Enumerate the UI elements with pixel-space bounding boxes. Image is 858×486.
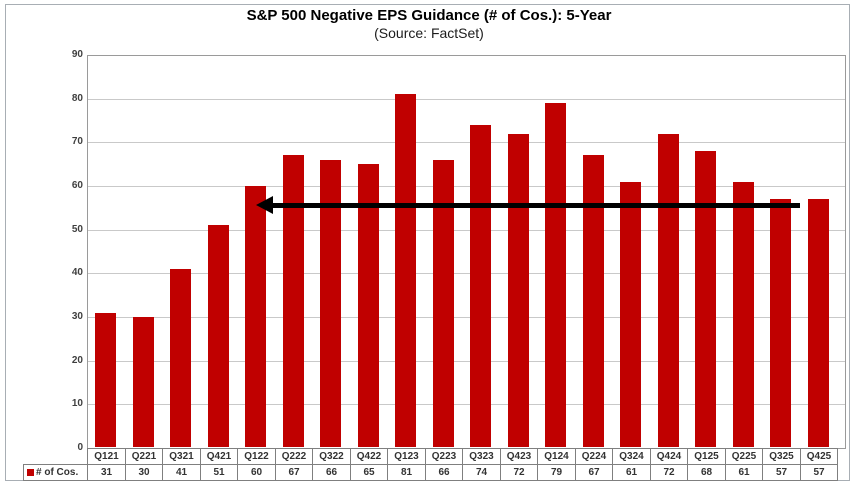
bar-Q121 <box>95 313 116 447</box>
x-label-cell-Q223: Q223 <box>425 448 463 465</box>
legend-series-swatch-icon <box>27 469 34 476</box>
value-cell-Q121: 31 <box>87 464 126 481</box>
x-label-cell-Q325: Q325 <box>762 448 801 465</box>
x-label-cell-Q122: Q122 <box>237 448 276 465</box>
x-label-cell-Q124: Q124 <box>537 448 576 465</box>
x-label-cell-Q323: Q323 <box>462 448 501 465</box>
bar-Q425 <box>808 199 829 447</box>
value-cell-Q222: 67 <box>275 464 313 481</box>
bar-Q324 <box>620 182 641 447</box>
value-cell-Q225: 61 <box>725 464 763 481</box>
plot-area <box>87 55 846 449</box>
value-cell-Q424: 72 <box>650 464 688 481</box>
bar-Q122 <box>245 186 266 447</box>
y-axis-label: 20 <box>71 355 83 366</box>
x-label-cell-Q421: Q421 <box>200 448 238 465</box>
value-cell-Q321: 41 <box>162 464 201 481</box>
bar-Q322 <box>320 160 341 447</box>
gridline <box>88 230 845 231</box>
bar-Q124 <box>545 103 566 447</box>
value-cell-Q223: 66 <box>425 464 463 481</box>
y-axis-label: 40 <box>71 267 83 278</box>
bar-Q323 <box>470 125 491 447</box>
value-cell-Q122: 60 <box>237 464 276 481</box>
y-axis-label: 90 <box>71 49 83 60</box>
value-cell-Q421: 51 <box>200 464 238 481</box>
bar-Q222 <box>283 155 304 447</box>
value-cell-Q425: 57 <box>800 464 838 481</box>
value-cell-Q322: 66 <box>312 464 351 481</box>
trend-arrow-line <box>271 203 800 208</box>
bar-Q422 <box>358 164 379 447</box>
bar-Q421 <box>208 225 229 447</box>
gridline <box>88 273 845 274</box>
x-label-cell-Q423: Q423 <box>500 448 538 465</box>
gridline <box>88 361 845 362</box>
bar-Q423 <box>508 134 529 447</box>
value-cell-Q423: 72 <box>500 464 538 481</box>
x-label-cell-Q324: Q324 <box>612 448 651 465</box>
y-axis-label: 10 <box>71 398 83 409</box>
y-axis-label: 80 <box>71 93 83 104</box>
gridline <box>88 186 845 187</box>
gridline <box>88 404 845 405</box>
bar-Q225 <box>733 182 754 447</box>
x-label-cell-Q224: Q224 <box>575 448 613 465</box>
value-cell-Q123: 81 <box>387 464 426 481</box>
x-label-cell-Q322: Q322 <box>312 448 351 465</box>
bar-Q221 <box>133 317 154 447</box>
y-axis-label: 70 <box>71 136 83 147</box>
bar-Q424 <box>658 134 679 447</box>
value-cell-Q124: 79 <box>537 464 576 481</box>
x-label-cell-Q123: Q123 <box>387 448 426 465</box>
x-label-cell-Q425: Q425 <box>800 448 838 465</box>
gridline <box>88 142 845 143</box>
gridline <box>88 317 845 318</box>
chart-title: S&P 500 Negative EPS Guidance (# of Cos.… <box>246 7 612 24</box>
y-axis: 0 10 20 30 40 50 60 70 80 90 <box>0 0 83 486</box>
gridline <box>88 99 845 100</box>
x-label-cell-Q221: Q221 <box>125 448 163 465</box>
y-axis-label: 0 <box>77 442 83 453</box>
value-cell-Q224: 67 <box>575 464 613 481</box>
x-label-cell-Q222: Q222 <box>275 448 313 465</box>
y-axis-label: 60 <box>71 180 83 191</box>
value-cell-Q422: 65 <box>350 464 388 481</box>
legend-series-label: # of Cos. <box>36 467 79 478</box>
value-cell-Q324: 61 <box>612 464 651 481</box>
x-label-cell-Q125: Q125 <box>687 448 726 465</box>
legend: # of Cos. <box>23 464 88 481</box>
trend-arrow-head-icon <box>256 196 273 214</box>
value-cell-Q221: 30 <box>125 464 163 481</box>
chart-subtitle: (Source: FactSet) <box>374 25 484 41</box>
bar-Q321 <box>170 269 191 447</box>
x-label-cell-Q321: Q321 <box>162 448 201 465</box>
x-label-cell-Q225: Q225 <box>725 448 763 465</box>
bar-Q224 <box>583 155 604 447</box>
x-label-cell-Q121: Q121 <box>87 448 126 465</box>
value-cell-Q325: 57 <box>762 464 801 481</box>
x-label-cell-Q422: Q422 <box>350 448 388 465</box>
y-axis-label: 50 <box>71 224 83 235</box>
bar-Q123 <box>395 94 416 447</box>
bar-Q223 <box>433 160 454 447</box>
value-cell-Q125: 68 <box>687 464 726 481</box>
x-label-cell-Q424: Q424 <box>650 448 688 465</box>
y-axis-label: 30 <box>71 311 83 322</box>
value-cell-Q323: 74 <box>462 464 501 481</box>
bar-Q125 <box>695 151 716 447</box>
bar-Q325 <box>770 199 791 447</box>
